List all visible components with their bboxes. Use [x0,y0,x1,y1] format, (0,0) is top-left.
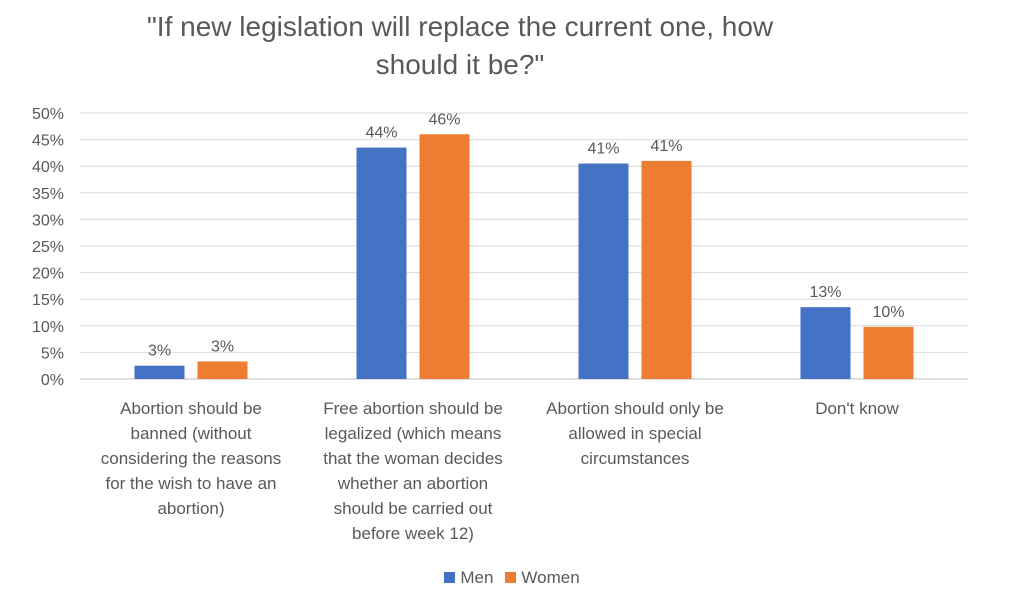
x-category-label-line: whether an abortion [337,474,489,493]
y-tick-label: 25% [32,239,64,256]
x-category-label-line: before week 12) [352,524,474,543]
bar-men [356,147,407,379]
x-category-label-line: banned (without [130,424,252,443]
data-label-men: 44% [365,125,397,142]
y-tick-label: 5% [41,345,64,362]
data-label-men: 3% [148,343,171,360]
data-label-men: 41% [587,141,619,158]
x-category-label: Free abortion should be legalized (which … [306,396,521,546]
x-category-label-line: Abortion should only be [546,399,724,418]
bar-women [863,326,914,379]
x-category-label-line: legalized (which means [324,424,502,443]
chart-title-line-2: should it be?" [375,49,545,80]
data-label-women: 10% [872,304,904,321]
y-tick-label: 30% [32,212,64,229]
bar-women [641,160,692,379]
legend-label: Men [460,568,494,587]
x-category-label-line: Abortion should be [120,399,262,418]
x-category-label: Abortion should be banned (without conside… [84,396,299,521]
x-category-label-line: Don't know [815,399,899,418]
y-tick-label: 0% [41,372,64,389]
y-tick-label: 10% [32,319,64,336]
x-category-label-line: Free abortion should be [323,399,503,418]
legend-item-men: Men [444,568,493,588]
x-category-label: Don't know [750,396,965,421]
x-category-label-line: allowed in special [568,424,702,443]
x-category-label: Abortion should only be allowed in specia… [528,396,743,471]
bar-men [134,365,185,379]
data-label-women: 41% [650,138,682,155]
y-tick-label: 50% [32,106,64,123]
chart-title: "If new legislation will replace the cur… [0,8,920,84]
data-label-men: 13% [809,284,841,301]
x-category-label-line: for the wish to have an [105,474,277,493]
chart-title-line-1: "If new legislation will replace the cur… [146,11,774,42]
data-label-women: 46% [428,111,460,128]
bar-women [419,134,470,379]
bar-women [197,361,248,379]
y-tick-label: 20% [32,266,64,283]
chart-legend: Men Women [0,568,1024,588]
y-tick-label: 15% [32,292,64,309]
legend-item-women: Women [505,568,580,588]
bar-men [800,307,851,379]
legend-swatch [505,572,517,583]
bar-men [578,163,629,379]
x-category-label-line: circumstances [580,449,690,468]
x-category-label-line: considering the reasons [100,449,282,468]
data-label-women: 3% [211,338,234,355]
y-tick-label: 35% [32,186,64,203]
y-tick-label: 40% [32,159,64,176]
legend-swatch [444,572,456,583]
x-category-label-line: that the woman decides [323,449,503,468]
legend-label: Women [521,568,580,587]
y-tick-label: 45% [32,133,64,150]
x-category-label-line: should be carried out [333,499,493,518]
x-category-label-line: abortion) [157,499,225,518]
